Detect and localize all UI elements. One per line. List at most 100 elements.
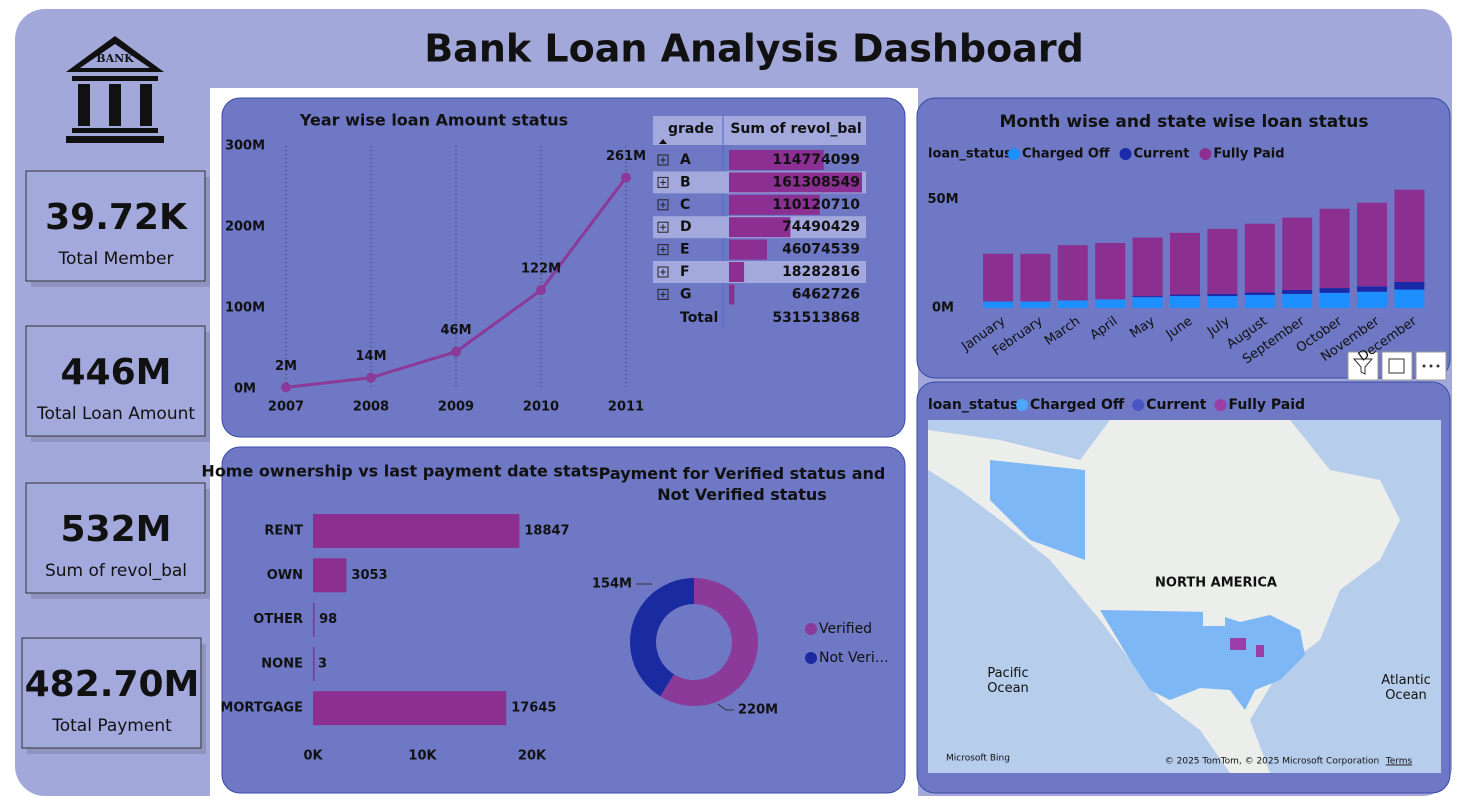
expand-plus bbox=[660, 291, 666, 298]
data-label: 98 bbox=[319, 612, 337, 627]
bar bbox=[313, 602, 315, 637]
bar-segment bbox=[1244, 223, 1275, 293]
expand-plus bbox=[660, 179, 666, 186]
bar-segment bbox=[1357, 202, 1387, 287]
expand-plus bbox=[660, 157, 666, 163]
bar-segment bbox=[1282, 217, 1313, 291]
legend-label: Fully Paid bbox=[1228, 397, 1305, 413]
y-tick-label: 0M bbox=[234, 382, 256, 397]
data-label: 122M bbox=[521, 262, 561, 277]
title-line: Payment for Verified status and bbox=[599, 464, 886, 483]
column-header: grade bbox=[668, 121, 714, 137]
chart-title: Payment for Verified status and Not Verif… bbox=[599, 464, 886, 504]
table-cell: 18282816 bbox=[782, 264, 860, 280]
bar-segment bbox=[1282, 293, 1313, 308]
bar-segment bbox=[1357, 291, 1387, 308]
data-bar bbox=[729, 284, 735, 305]
bar-segment bbox=[1207, 228, 1238, 294]
y-tick-label: OTHER bbox=[253, 612, 303, 627]
table-cell: 114774099 bbox=[772, 152, 860, 168]
x-tick-label: 2011 bbox=[608, 400, 644, 415]
table-cell: G bbox=[680, 286, 692, 302]
table-cell: 161308549 bbox=[772, 174, 860, 190]
x-tick-label: 0K bbox=[303, 749, 323, 764]
x-tick-label: 2008 bbox=[353, 400, 389, 415]
bar-segment bbox=[983, 301, 1013, 308]
data-label: 46M bbox=[440, 323, 471, 338]
expand-icon bbox=[657, 288, 669, 300]
bar-segment bbox=[1170, 294, 1200, 297]
chart-title: Month wise and state wise loan status bbox=[999, 112, 1368, 132]
y-tick-label: 0M bbox=[932, 301, 954, 316]
point bbox=[366, 372, 376, 383]
filter-button[interactable] bbox=[1347, 351, 1379, 381]
map-provider: Microsoft Bing bbox=[946, 754, 1010, 764]
legend-swatch bbox=[1008, 148, 1020, 160]
kpi-label: Total Loan Amount bbox=[36, 404, 195, 424]
kpi-label: Total Payment bbox=[51, 716, 172, 736]
donut-slice bbox=[660, 578, 759, 706]
focus-button[interactable] bbox=[1381, 351, 1413, 381]
bar-segment bbox=[1357, 286, 1387, 292]
expand-icon bbox=[657, 154, 669, 166]
chart-title: Year wise loan Amount status bbox=[299, 111, 568, 130]
bar-segment bbox=[1244, 295, 1275, 308]
kpi-value: 39.72K bbox=[45, 197, 188, 238]
expand-plus bbox=[660, 269, 666, 275]
kpi-value: 482.70M bbox=[25, 664, 200, 705]
y-tick-label: RENT bbox=[264, 524, 303, 539]
dashboard-title: Bank Loan Analysis Dashboard bbox=[424, 27, 1084, 71]
map bbox=[928, 420, 1441, 773]
bar-segment bbox=[1394, 289, 1425, 308]
legend-label: Verified bbox=[819, 621, 872, 637]
y-tick-label: 100M bbox=[225, 301, 265, 316]
point bbox=[536, 285, 546, 296]
bar-segment bbox=[1319, 292, 1350, 308]
leader-line bbox=[717, 703, 734, 711]
expand-icon bbox=[657, 199, 669, 211]
data-bar bbox=[729, 262, 745, 282]
x-tick-label: 20K bbox=[518, 749, 547, 764]
y-tick-label: NONE bbox=[261, 656, 303, 671]
data-bar bbox=[729, 217, 791, 238]
legend-label: Fully Paid bbox=[1213, 147, 1284, 162]
legend-swatch bbox=[1016, 399, 1028, 411]
map-label: NORTH AMERICA bbox=[1155, 576, 1277, 591]
data-label: 2M bbox=[275, 359, 297, 374]
map-terms[interactable]: Terms bbox=[1385, 757, 1413, 767]
bar-segment bbox=[1057, 300, 1088, 308]
map-label-line: Ocean bbox=[987, 681, 1029, 696]
y-tick-label: OWN bbox=[267, 568, 303, 583]
bar-segment bbox=[1132, 237, 1163, 297]
y-tick-label: 300M bbox=[225, 139, 265, 154]
legend-label: Charged Off bbox=[1022, 147, 1110, 162]
bar bbox=[313, 691, 507, 726]
logo-text: BANK bbox=[96, 52, 134, 65]
point bbox=[281, 382, 291, 393]
expand-icon bbox=[657, 266, 669, 278]
table-cell: D bbox=[680, 219, 692, 235]
sort-icon bbox=[659, 139, 667, 144]
bar-segment bbox=[1394, 189, 1425, 282]
kpi-value: 446M bbox=[61, 352, 172, 393]
title-line: Not Verified status bbox=[657, 485, 827, 504]
expand-icon bbox=[657, 244, 669, 256]
data-label: 18847 bbox=[524, 524, 569, 539]
bank-logo: BANK bbox=[66, 36, 164, 143]
expand-plus bbox=[660, 201, 666, 208]
y-tick-label: 200M bbox=[225, 220, 265, 235]
map-label: Atlantic Ocean bbox=[1381, 673, 1430, 703]
data-label: 3 bbox=[318, 656, 327, 671]
legend-swatch bbox=[1132, 399, 1145, 411]
expand-plus bbox=[660, 246, 666, 253]
data-label: 17645 bbox=[511, 701, 556, 716]
bar-segment bbox=[1095, 243, 1126, 300]
x-tick-label: 2010 bbox=[523, 400, 559, 415]
bar bbox=[313, 558, 347, 593]
data-bar bbox=[729, 172, 862, 193]
table-total: 531513868 bbox=[772, 310, 860, 326]
data-bar bbox=[729, 150, 824, 170]
x-tick-label: 2009 bbox=[438, 400, 474, 415]
y-tick-label: MORTGAGE bbox=[220, 701, 303, 716]
